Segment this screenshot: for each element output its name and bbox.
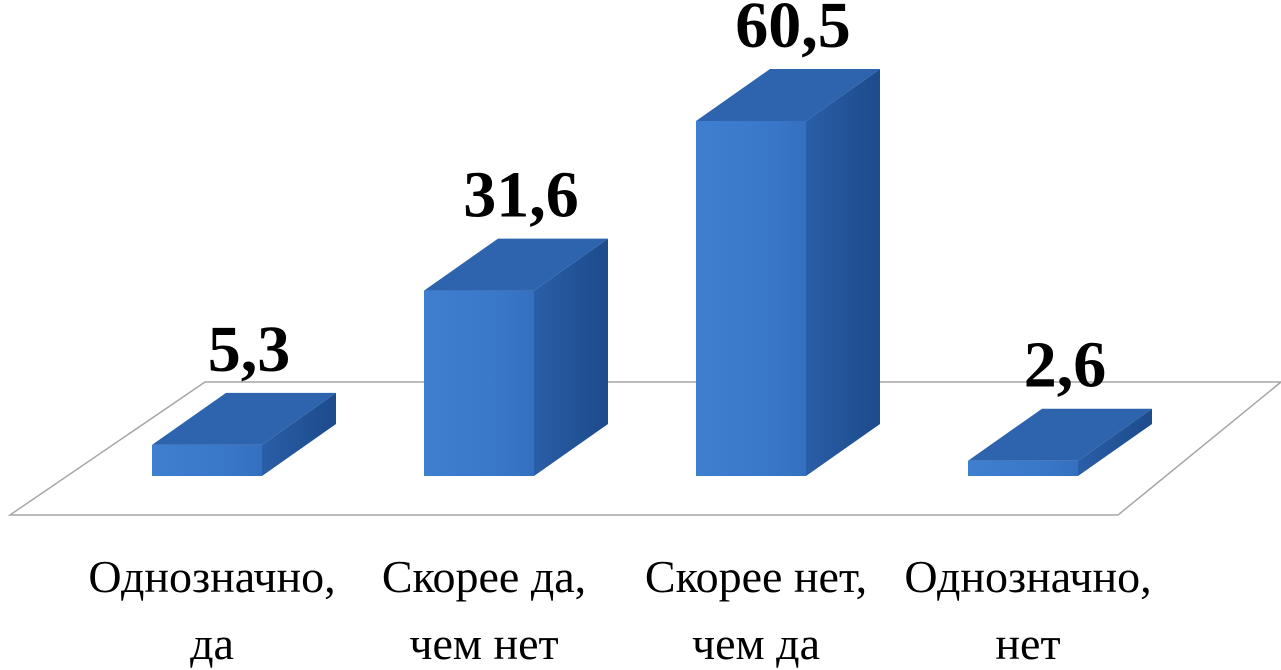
category-label: Однозначно, да [88,551,335,669]
bar-front-face [424,290,534,476]
bar-1 [152,392,336,476]
bar-top-face [696,69,880,121]
bar-front-face [696,121,806,476]
bar-top-face [152,392,336,445]
category-label: Однозначно, нет [904,551,1151,669]
bar-3 [696,69,880,476]
bar-side-face [1078,408,1152,476]
bar-top-face [968,408,1152,461]
chart-floor [7,381,1281,516]
data-label: 5,3 [208,313,291,386]
bar-top-face [424,238,608,291]
data-label: 60,5 [735,0,851,62]
bar-side-face [262,392,336,476]
bar-side-face [806,69,880,476]
bar-side-face [534,238,608,476]
data-label: 2,6 [1024,329,1107,402]
category-label: Скорее да, чем нет [382,551,586,669]
bar-4 [968,408,1152,476]
bar-2 [424,238,608,476]
bar-front-face [968,460,1078,476]
data-label: 31,6 [463,159,579,232]
bar-front-face [152,444,262,476]
category-label: Скорее нет, чем да [645,551,867,669]
